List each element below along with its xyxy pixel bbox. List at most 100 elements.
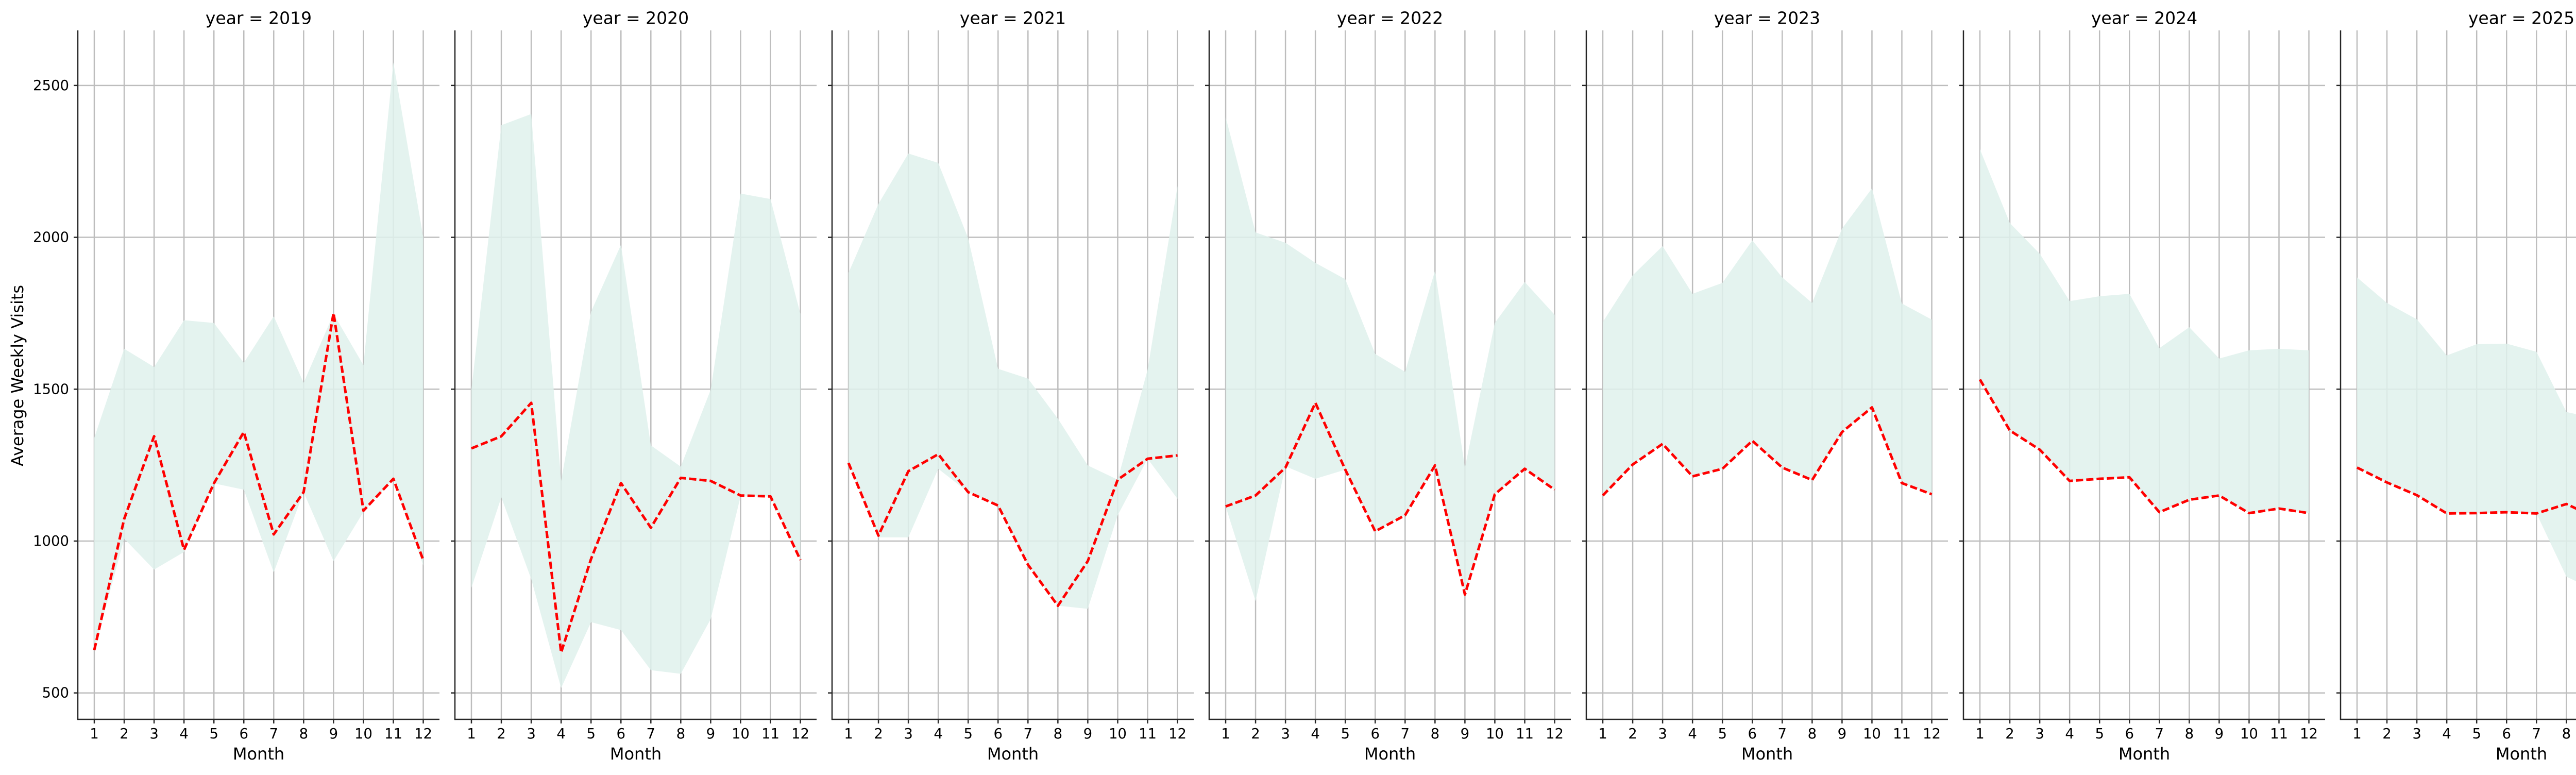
x-tick-label: 5: [1341, 726, 1350, 742]
x-tick-label: 3: [1281, 726, 1290, 742]
x-tick-label: 6: [240, 726, 249, 742]
x-tick-label: 4: [1311, 726, 1320, 742]
x-tick-label: 1: [90, 726, 99, 742]
percentile-band: [849, 153, 1178, 609]
percentile-band: [471, 114, 801, 688]
x-tick-label: 11: [2270, 726, 2288, 742]
x-tick-label: 5: [209, 726, 218, 742]
x-axis-label: Month: [1741, 744, 1793, 764]
x-tick-label: 9: [1461, 726, 1470, 742]
x-tick-label: 7: [2155, 726, 2164, 742]
median-line: [847, 452, 1178, 608]
x-tick-label: 9: [329, 726, 338, 742]
x-axis-label: Month: [987, 744, 1039, 764]
y-tick-label: 2000: [33, 229, 69, 246]
x-tick-label: 2: [120, 726, 129, 742]
x-tick-label: 9: [2215, 726, 2224, 742]
x-tick-label: 10: [1109, 726, 1127, 742]
percentile-band: [94, 62, 423, 650]
x-axis-label: Month: [1364, 744, 1416, 764]
x-tick-label: 9: [1083, 726, 1093, 742]
median-line: [1225, 401, 1555, 596]
x-tick-label: 10: [2240, 726, 2258, 742]
x-tick-label: 8: [1431, 726, 1440, 742]
x-tick-label: 6: [1371, 726, 1380, 742]
y-axis-label: Average Weekly Visits: [8, 285, 27, 466]
x-tick-label: 2: [2005, 726, 2014, 742]
y-tick-label: 500: [42, 685, 70, 701]
x-tick-label: 8: [2562, 726, 2571, 742]
x-tick-label: 8: [299, 726, 309, 742]
x-tick-label: 5: [1718, 726, 1727, 742]
x-tick-label: 3: [2035, 726, 2044, 742]
y-tick-label: 1500: [33, 381, 69, 397]
percentile-band: [1980, 149, 2309, 513]
x-tick-label: 4: [179, 726, 189, 742]
median-line: [2356, 466, 2576, 515]
x-tick-label: 3: [149, 726, 159, 742]
panel-title: year = 2025: [2468, 8, 2574, 28]
x-tick-label: 7: [1778, 726, 1787, 742]
x-tick-label: 2: [2382, 726, 2392, 742]
x-tick-label: 8: [1054, 726, 1063, 742]
x-tick-label: 10: [1486, 726, 1504, 742]
x-axis-label: Month: [610, 744, 662, 764]
x-tick-label: 3: [2412, 726, 2421, 742]
x-tick-label: 2: [1628, 726, 1637, 742]
x-tick-label: 1: [2352, 726, 2362, 742]
x-tick-label: 5: [2095, 726, 2104, 742]
x-axis-label: Month: [2496, 744, 2547, 764]
x-tick-label: 12: [414, 726, 432, 742]
x-tick-label: 8: [2185, 726, 2194, 742]
x-tick-label: 2: [1251, 726, 1260, 742]
median-line: [1978, 379, 2309, 515]
y-tick-label: 2500: [33, 77, 69, 94]
panel-title: year = 2019: [206, 8, 312, 28]
percentile-band: [1603, 188, 1932, 496]
x-tick-label: 1: [467, 726, 476, 742]
panel-title: year = 2021: [960, 8, 1066, 28]
x-tick-label: 7: [2532, 726, 2541, 742]
x-tick-label: 10: [732, 726, 750, 742]
percentile-band: [2357, 277, 2576, 581]
median-line: [1602, 406, 1933, 497]
x-tick-label: 5: [2472, 726, 2481, 742]
x-tick-label: 4: [2065, 726, 2074, 742]
x-axis-label: Month: [233, 744, 284, 764]
x-tick-label: 2: [874, 726, 883, 742]
x-tick-label: 6: [1748, 726, 1757, 742]
x-tick-label: 11: [1516, 726, 1534, 742]
x-tick-label: 8: [1808, 726, 1817, 742]
x-tick-label: 10: [354, 726, 372, 742]
percentile-band: [1226, 117, 1555, 601]
panel-title: year = 2020: [583, 8, 689, 28]
panel-title: year = 2022: [1337, 8, 1443, 28]
x-tick-label: 7: [1401, 726, 1410, 742]
panel-title: year = 2024: [2091, 8, 2197, 28]
x-tick-label: 8: [676, 726, 686, 742]
x-tick-label: 11: [761, 726, 779, 742]
x-tick-label: 2: [497, 726, 506, 742]
x-tick-label: 3: [527, 726, 536, 742]
x-tick-label: 4: [2442, 726, 2451, 742]
x-tick-label: 11: [384, 726, 402, 742]
x-tick-label: 12: [1923, 726, 1941, 742]
x-tick-label: 1: [1598, 726, 1607, 742]
x-tick-label: 9: [1838, 726, 1847, 742]
x-tick-label: 12: [2300, 726, 2318, 742]
x-tick-label: 1: [1975, 726, 1985, 742]
panel-title: year = 2023: [1714, 8, 1820, 28]
x-tick-label: 6: [617, 726, 626, 742]
x-tick-label: 7: [269, 726, 279, 742]
x-tick-label: 12: [1168, 726, 1187, 742]
x-tick-label: 9: [706, 726, 716, 742]
x-tick-label: 4: [934, 726, 943, 742]
